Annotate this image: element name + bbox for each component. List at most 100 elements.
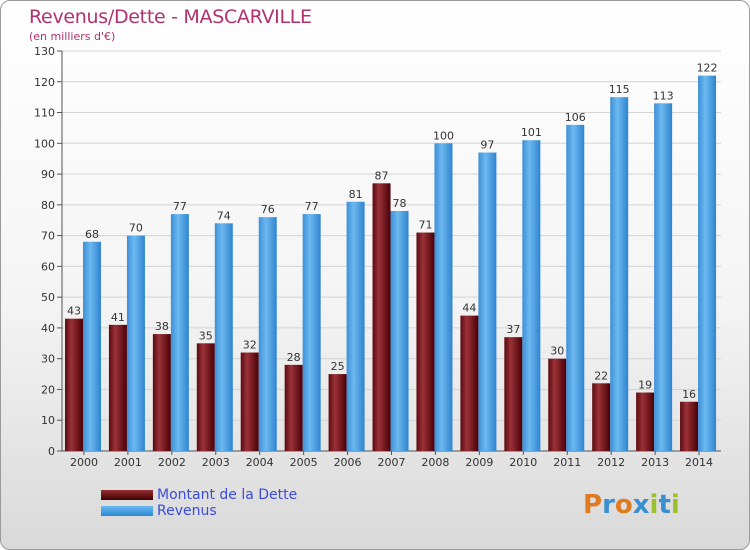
y-tick-label: 30 <box>41 353 55 366</box>
y-tick-label: 80 <box>41 199 55 212</box>
data-label-debt: 19 <box>638 379 652 392</box>
data-label-revenus: 106 <box>565 111 586 124</box>
x-tick-label: 2005 <box>290 456 318 469</box>
logo-letter: t <box>658 490 671 520</box>
x-tick-label: 2014 <box>685 456 713 469</box>
data-label-debt: 43 <box>67 305 81 318</box>
x-tick-label: 2006 <box>334 456 362 469</box>
logo-letter: o <box>614 490 633 520</box>
data-label-debt: 32 <box>243 339 257 352</box>
bar-revenus <box>434 143 453 452</box>
x-tick-label: 2002 <box>158 456 186 469</box>
bar-debt <box>328 374 347 451</box>
x-tick-label: 2010 <box>509 456 537 469</box>
bar-revenus <box>214 223 233 451</box>
y-tick-label: 0 <box>48 445 55 458</box>
bar-debt <box>636 392 655 451</box>
logo-letter: P <box>583 490 603 520</box>
legend-label-debt: Montant de la Dette <box>157 487 298 503</box>
legend: Montant de la Dette Revenus <box>101 487 297 519</box>
bar-revenus <box>566 124 585 451</box>
data-label-revenus: 76 <box>261 203 275 216</box>
y-tick-label: 60 <box>41 260 55 273</box>
x-tick-label: 2012 <box>597 456 625 469</box>
bar-debt <box>65 318 83 451</box>
y-tick-label: 110 <box>34 107 55 120</box>
chart-title: Revenus/Dette - MASCARVILLE <box>29 6 312 28</box>
bar-debt <box>196 343 215 451</box>
data-label-revenus: 115 <box>609 83 630 96</box>
data-label-debt: 71 <box>418 219 432 232</box>
x-tick-label: 2000 <box>70 456 98 469</box>
data-label-debt: 25 <box>331 360 345 373</box>
y-tick-label: 10 <box>41 414 55 427</box>
bar-revenus <box>346 201 365 451</box>
legend-label-revenus: Revenus <box>157 503 217 519</box>
logo-letter: i <box>649 490 659 520</box>
y-tick-label: 100 <box>34 137 55 150</box>
data-label-debt: 35 <box>199 329 213 342</box>
data-label-debt: 44 <box>462 302 476 315</box>
bar-debt <box>416 232 435 451</box>
logo-letter: r <box>602 490 615 520</box>
x-tick-label: 2007 <box>378 456 406 469</box>
bar-debt <box>372 183 391 452</box>
bar-revenus <box>126 235 145 451</box>
x-tick-label: 2001 <box>114 456 142 469</box>
data-label-revenus: 100 <box>433 129 454 142</box>
bar-debt <box>108 324 127 451</box>
data-label-debt: 30 <box>550 345 564 358</box>
data-label-revenus: 81 <box>349 188 363 201</box>
data-label-revenus: 97 <box>480 139 494 152</box>
bar-revenus <box>258 217 277 451</box>
data-label-revenus: 122 <box>697 62 718 75</box>
x-tick-label: 2003 <box>202 456 230 469</box>
bar-debt <box>504 337 523 451</box>
bar-debt <box>152 334 171 451</box>
bar-revenus <box>654 103 673 452</box>
data-label-revenus: 70 <box>129 222 143 235</box>
legend-swatch-debt <box>101 490 153 500</box>
y-tick-label: 90 <box>41 168 55 181</box>
bar-revenus <box>522 140 541 451</box>
data-label-debt: 16 <box>682 388 696 401</box>
data-label-revenus: 68 <box>85 228 99 241</box>
data-label-revenus: 77 <box>305 200 319 213</box>
data-label-debt: 87 <box>375 169 389 182</box>
bar-revenus <box>170 214 189 451</box>
bar-revenus <box>83 241 101 451</box>
y-tick-label: 50 <box>41 291 55 304</box>
data-label-debt: 38 <box>155 320 169 333</box>
data-label-revenus: 77 <box>173 200 187 213</box>
proxiti-logo: Proxiti <box>583 490 680 520</box>
x-tick-label: 2004 <box>246 456 274 469</box>
x-tick-label: 2011 <box>553 456 581 469</box>
data-label-revenus: 101 <box>521 126 542 139</box>
bar-debt <box>240 352 259 451</box>
y-tick-label: 20 <box>41 383 55 396</box>
data-label-debt: 22 <box>594 369 608 382</box>
bar-debt <box>592 383 611 451</box>
bar-debt <box>680 401 699 451</box>
bar-revenus <box>698 75 717 451</box>
y-tick-label: 130 <box>34 45 55 58</box>
bar-revenus <box>610 97 629 452</box>
x-tick-label: 2008 <box>421 456 449 469</box>
legend-swatch-revenus <box>101 506 153 516</box>
chart-subtitle: (en milliers d'€) <box>29 30 116 43</box>
bar-debt <box>284 364 303 451</box>
x-tick-label: 2013 <box>641 456 669 469</box>
logo-letter: x <box>632 490 650 520</box>
y-tick-label: 120 <box>34 76 55 89</box>
bar-revenus <box>390 211 409 451</box>
x-tick-label: 2009 <box>465 456 493 469</box>
data-label-debt: 41 <box>111 311 125 324</box>
legend-item-debt: Montant de la Dette <box>101 487 297 503</box>
data-label-revenus: 113 <box>653 89 674 102</box>
logo-letter: i <box>670 490 680 520</box>
bar-revenus <box>302 214 321 451</box>
data-label-revenus: 74 <box>217 209 231 222</box>
bar-revenus <box>478 152 497 452</box>
